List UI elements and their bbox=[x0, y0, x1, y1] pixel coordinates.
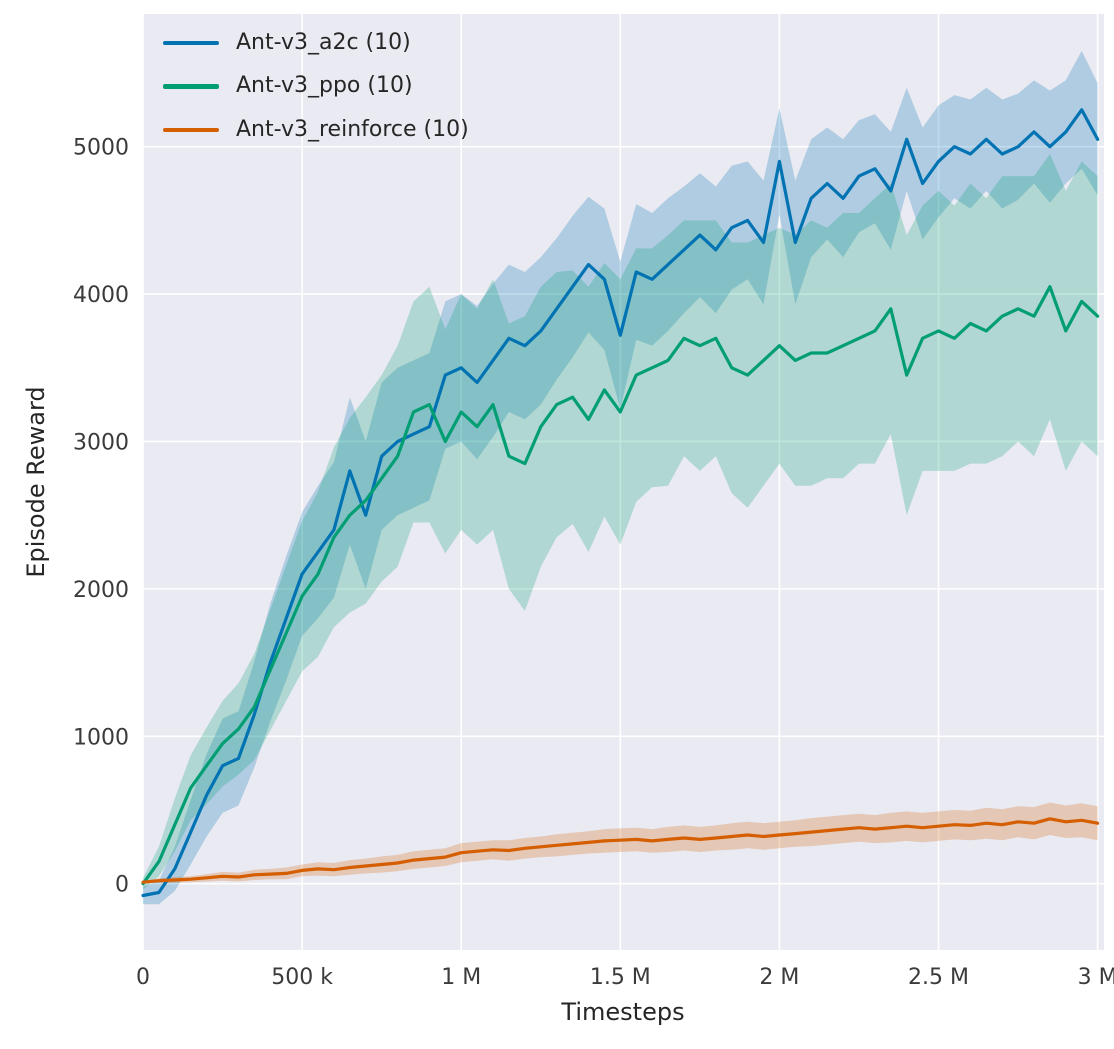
x-tick-label: 0 bbox=[136, 965, 150, 990]
a2c-line-swatch bbox=[163, 40, 219, 46]
x-tick-label: 2 M bbox=[759, 965, 799, 990]
mean-line bbox=[141, 817, 1100, 884]
y-axis-label: Episode Reward bbox=[22, 386, 50, 578]
legend-label-ppo: Ant-v3_ppo (10) bbox=[236, 73, 413, 99]
mean-line bbox=[141, 108, 1100, 898]
legend-item-ppo: Ant-v3_ppo (10) bbox=[163, 73, 469, 99]
confidence-band bbox=[143, 50, 1098, 905]
legend-label-a2c: Ant-v3_a2c (10) bbox=[236, 30, 411, 55]
x-tick-label: 1 M bbox=[441, 965, 481, 990]
legend: Ant-v3_a2c (10) Ant-v3_ppo (10) Ant-v3_r… bbox=[163, 30, 469, 143]
x-tick-label: 3 M bbox=[1078, 965, 1114, 990]
x-axis-label: Timesteps bbox=[561, 998, 685, 1026]
legend-item-a2c: Ant-v3_a2c (10) bbox=[163, 30, 469, 56]
x-tick-label: 500 k bbox=[271, 965, 333, 990]
mean-line bbox=[141, 285, 1100, 886]
y-tick-label: 1000 bbox=[73, 725, 129, 750]
y-tick-label: 5000 bbox=[73, 136, 129, 161]
y-tick-label: 0 bbox=[115, 873, 129, 898]
y-tick-label: 4000 bbox=[73, 283, 129, 308]
reinforce-line-swatch bbox=[163, 127, 219, 133]
x-tick-label: 1.5 M bbox=[590, 965, 651, 990]
y-tick-label: 2000 bbox=[73, 578, 129, 603]
ppo-line-swatch bbox=[163, 84, 219, 89]
x-tick-label: 2.5 M bbox=[908, 965, 969, 990]
legend-item-reinforce: Ant-v3_reinforce (10) bbox=[163, 117, 469, 143]
legend-label-reinforce: Ant-v3_reinforce (10) bbox=[236, 116, 469, 142]
y-tick-label: 3000 bbox=[73, 430, 129, 455]
plot-area bbox=[143, 14, 1104, 950]
